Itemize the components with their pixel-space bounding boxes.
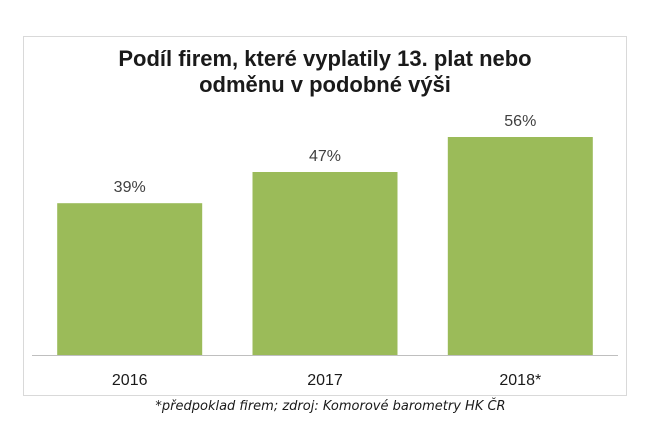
footnote: *předpoklad firem; zdroj: Komorové barom… [155, 399, 506, 414]
x-tick-labels-layer: 2016 2017 2018* [112, 372, 541, 389]
chart-title: Podíl firem, které vyplatily 13. plat ne… [23, 46, 627, 98]
x-tick-label-2018: 2018* [499, 372, 541, 389]
chart-title-line-1: Podíl firem, které vyplatily 13. plat ne… [118, 46, 532, 71]
data-label-2016: 39% [114, 179, 146, 196]
data-label-2017: 47% [309, 148, 341, 165]
bar-2017 [252, 172, 398, 355]
bar-2018 [447, 137, 593, 355]
x-tick-label-2017: 2017 [307, 372, 343, 389]
bar-2016 [57, 203, 203, 355]
x-tick-label-2016: 2016 [112, 372, 148, 389]
bars-layer [57, 137, 593, 355]
data-label-2018: 56% [504, 113, 536, 130]
chart-title-line-2: odměnu v podobné výši [199, 72, 451, 97]
data-labels-layer: 39% 47% 56% [114, 113, 537, 196]
